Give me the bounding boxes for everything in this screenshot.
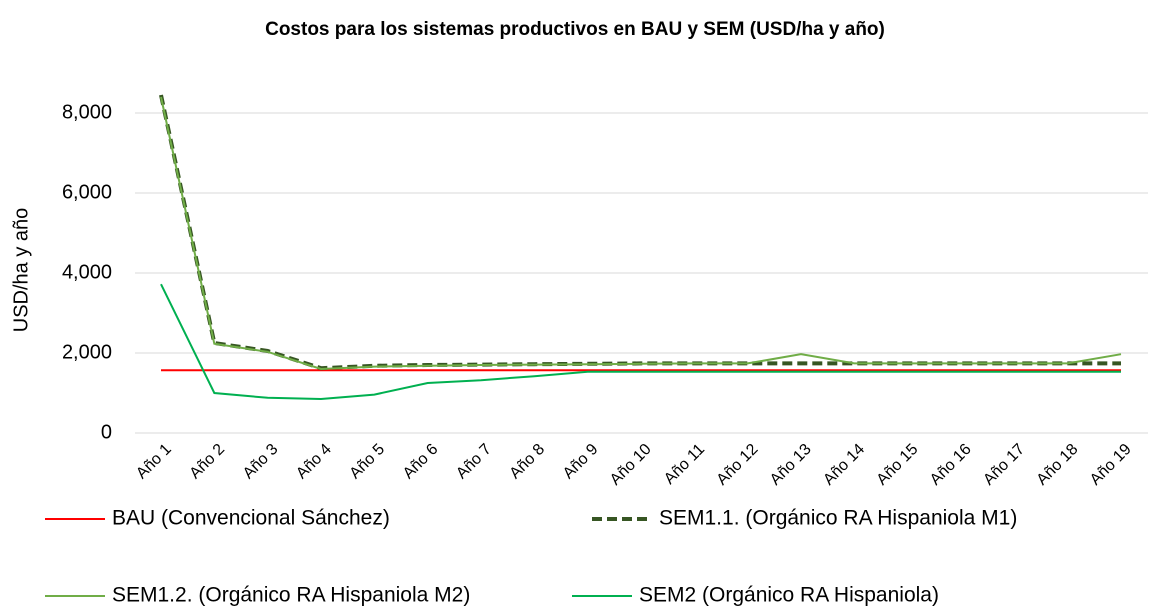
series-line (160, 283, 1121, 401)
x-tick-label: Año 18 (1034, 441, 1082, 489)
y-tick-label: 4,000 (62, 261, 112, 283)
y-tick-label: 2,000 (62, 341, 112, 363)
x-tick-label: Año 13 (767, 441, 815, 489)
x-tick-label: Año 9 (560, 441, 602, 483)
legend-label: SEM1.1. (Orgánico RA Hispaniola M1) (659, 507, 1017, 530)
legend-label: SEM1.2. (Orgánico RA Hispaniola M2) (112, 584, 470, 607)
y-tick-label: 0 (101, 421, 112, 443)
x-tick-label: Año 12 (714, 441, 762, 489)
x-tick-label: Año 14 (820, 441, 868, 489)
y-axis-label: USD/ha y año (10, 208, 32, 333)
series-line (160, 96, 1122, 371)
x-tick-label: Año 19 (1087, 441, 1135, 489)
x-tick-label: Año 7 (453, 441, 495, 483)
x-tick-label: Año 3 (240, 441, 282, 483)
legend-label: SEM2 (Orgánico RA Hispaniola) (639, 584, 939, 607)
x-tick-label: Año 4 (293, 441, 335, 483)
legend-label: BAU (Convencional Sánchez) (112, 507, 390, 530)
x-tick-label: Año 1 (133, 441, 175, 483)
y-tick-label: 6,000 (62, 181, 112, 203)
y-tick-label: 8,000 (62, 101, 112, 123)
x-tick-label: Año 5 (347, 441, 389, 483)
x-tick-label: Año 8 (507, 441, 549, 483)
chart-title: Costos para los sistemas productivos en … (265, 19, 885, 40)
x-tick-label: Año 17 (980, 441, 1028, 489)
x-tick-label: Año 10 (607, 441, 655, 489)
x-tick-label: Año 6 (400, 441, 442, 483)
series-line (159, 94, 1121, 371)
x-tick-label: Año 11 (661, 441, 708, 488)
x-tick-label: Año 2 (187, 441, 229, 483)
x-tick-label: Año 15 (874, 441, 922, 489)
x-tick-label: Año 16 (927, 441, 975, 489)
